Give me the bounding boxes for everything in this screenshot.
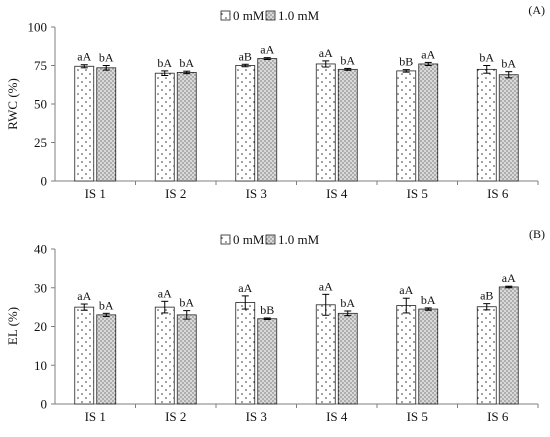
chart-panel-2: 0 10 20 30 40 EL (%) (B) 0 mM 1.0 mM IS 1 aA bA IS 2… [5, 227, 545, 424]
data-label: aA [158, 286, 172, 300]
bar [235, 302, 256, 405]
panel-label: (A) [528, 3, 545, 17]
bar [74, 306, 95, 405]
legend-label: 1.0 mM [278, 232, 320, 247]
panel-label: (B) [529, 227, 545, 241]
bar [96, 314, 117, 405]
bar [396, 305, 417, 405]
data-label: aA [77, 289, 91, 303]
bar [476, 306, 497, 405]
x-tick-label: IS 6 [487, 409, 509, 424]
data-label: bA [99, 298, 114, 312]
bar [418, 63, 439, 182]
legend: 0 mM 1.0 mM [220, 8, 320, 23]
bar [74, 65, 95, 182]
x-tick-label: IS 5 [407, 409, 428, 424]
legend: 0 mM 1.0 mM [220, 232, 320, 247]
legend-label: 0 mM [233, 8, 265, 23]
data-label: aA [77, 50, 91, 64]
legend-swatch [265, 10, 276, 21]
y-tick-label: 40 [34, 242, 47, 257]
data-label: bA [179, 296, 194, 310]
bar [257, 318, 278, 405]
bar [154, 306, 175, 405]
bar [498, 286, 519, 405]
bar [476, 68, 497, 182]
data-label: bA [479, 51, 494, 65]
y-tick-label: 10 [34, 358, 47, 373]
legend-label: 1.0 mM [278, 8, 320, 23]
x-tick-label: IS 1 [85, 409, 106, 424]
bar [176, 314, 197, 405]
data-label: aA [502, 271, 516, 285]
y-tick-label: 75 [34, 58, 47, 73]
legend-swatch [220, 234, 231, 245]
x-tick-label: IS 4 [326, 186, 348, 201]
bar [257, 58, 278, 182]
y-tick-label: 25 [34, 135, 47, 150]
data-label: aA [238, 281, 252, 295]
x-tick-label: IS 4 [326, 409, 348, 424]
x-tick-label: IS 3 [246, 186, 267, 201]
bar [396, 70, 417, 182]
bar [498, 74, 519, 182]
x-tick-label: IS 5 [407, 186, 428, 201]
data-label: aA [399, 283, 413, 297]
bar [176, 72, 197, 182]
bar [418, 308, 439, 405]
bar [96, 67, 117, 182]
data-label: aA [260, 43, 274, 57]
chart-panel-1: 0 25 50 75 100 RWC (%) (A) 0 mM 1.0 mM IS 1 aA bA IS… [5, 3, 545, 201]
data-label: bB [399, 55, 413, 69]
y-axis-label: EL (%) [5, 307, 20, 345]
x-tick-label: IS 3 [246, 409, 267, 424]
y-axis-label: RWC (%) [5, 78, 20, 130]
x-tick-label: IS 2 [165, 409, 186, 424]
y-tick-label: 20 [34, 319, 47, 334]
x-tick-label: IS 2 [165, 186, 186, 201]
y-tick-label: 100 [28, 20, 48, 35]
data-label: bA [340, 296, 355, 310]
x-tick-label: IS 6 [487, 186, 509, 201]
data-label: aA [319, 46, 333, 60]
legend-label: 0 mM [233, 232, 265, 247]
data-label: bA [157, 56, 172, 70]
bar [154, 72, 175, 182]
data-label: bA [179, 56, 194, 70]
bar [235, 65, 256, 182]
bar [315, 63, 336, 182]
y-tick-label: 0 [41, 174, 48, 189]
bar [315, 304, 336, 405]
legend-swatch [220, 10, 231, 21]
data-label: aB [480, 289, 493, 303]
data-label: bB [260, 303, 274, 317]
y-tick-label: 30 [34, 280, 47, 295]
y-tick-label: 0 [41, 397, 48, 412]
data-label: aB [239, 49, 252, 63]
y-tick-label: 50 [34, 97, 47, 112]
data-label: bA [340, 53, 355, 67]
data-label: aA [319, 279, 333, 293]
bar [337, 68, 358, 182]
bar [337, 312, 358, 405]
x-tick-label: IS 1 [85, 186, 106, 201]
data-label: bA [99, 51, 114, 65]
legend-swatch [265, 234, 276, 245]
data-label: bA [501, 57, 516, 71]
data-label: aA [421, 47, 435, 61]
data-label: bA [421, 293, 436, 307]
